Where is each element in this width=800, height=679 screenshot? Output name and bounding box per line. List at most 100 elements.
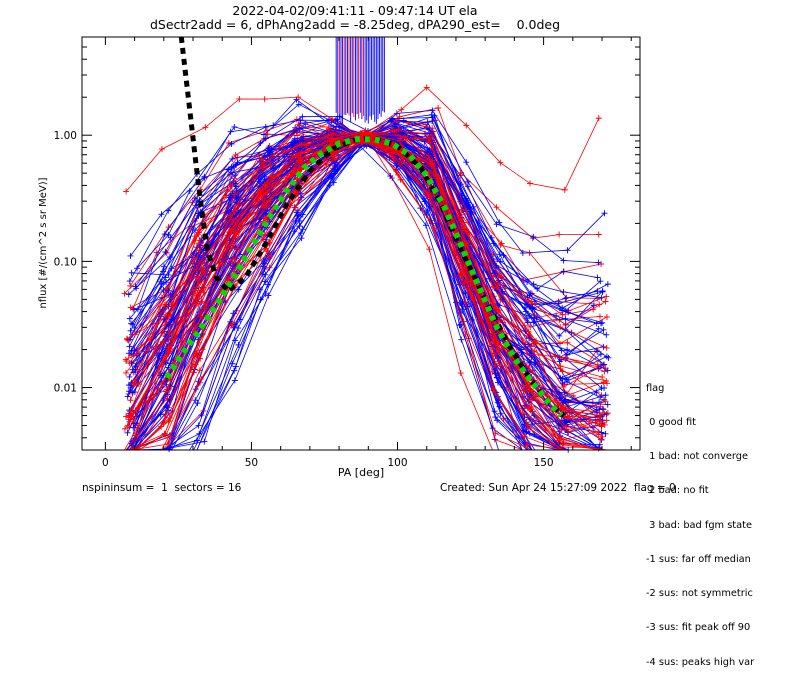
red-series-point <box>123 335 130 342</box>
red-series-point <box>168 301 175 308</box>
series-layer <box>121 37 612 453</box>
blue-series-point <box>424 119 431 126</box>
blue-series-point <box>422 222 429 229</box>
red-series-point <box>498 240 505 247</box>
blue-series-point <box>162 248 169 255</box>
red-series-point <box>527 180 534 187</box>
red-series-point <box>162 353 169 360</box>
red-series-point <box>158 146 165 153</box>
red-series-point <box>130 419 137 426</box>
blue-series-point <box>555 300 562 307</box>
blue-series-point <box>601 384 608 391</box>
red-series-point <box>323 161 330 168</box>
red-series-point <box>227 181 234 188</box>
blue-series-point <box>519 250 526 257</box>
blue-series-point <box>297 190 304 197</box>
red-series-point <box>462 299 469 306</box>
red-series-point <box>463 207 470 214</box>
blue-series-point <box>163 279 170 286</box>
blue-series-point <box>161 231 168 238</box>
blue-series-point <box>259 271 266 278</box>
blue-series-point <box>329 175 336 182</box>
red-series-point <box>490 386 497 393</box>
blue-series-point <box>228 169 235 176</box>
red-series-point <box>461 225 468 232</box>
red-series-point <box>127 397 134 404</box>
red-series-point <box>596 412 603 419</box>
blue-series-point <box>595 325 602 332</box>
legend: flag 0 good fit 1 bad: not converge 2 ba… <box>646 360 754 679</box>
y-tick-label: 0.01 <box>54 383 77 395</box>
red-series-point <box>595 231 602 238</box>
blue-series-point <box>523 315 530 322</box>
red-series-point <box>602 298 609 305</box>
blue-series-point <box>597 278 604 285</box>
blue-series-point <box>128 320 135 327</box>
blue-series-point <box>299 226 306 233</box>
blue-series-point <box>195 422 202 429</box>
red-series-point <box>224 187 231 194</box>
red-series-point <box>295 121 302 128</box>
blue-series-point <box>494 256 501 263</box>
blue-series-point <box>386 154 393 161</box>
legend-item: 3 bad: bad fgm state <box>646 519 753 531</box>
blue-series-point <box>595 259 602 266</box>
red-series-point <box>493 338 500 345</box>
red-series-point <box>161 430 168 437</box>
blue-series-point <box>557 421 564 428</box>
blue-series-point <box>270 122 277 129</box>
red-series-point <box>431 225 438 232</box>
red-series-point <box>494 280 501 287</box>
blue-series-point <box>262 290 269 297</box>
blue-series-point <box>464 178 471 185</box>
red-series-point <box>603 293 610 300</box>
blue-series-point <box>603 353 610 360</box>
red-series-point <box>123 188 130 195</box>
red-series-point <box>565 428 572 435</box>
blue-series-point <box>164 404 171 411</box>
legend-item: -3 sus: fit peak off 90 <box>646 622 751 634</box>
blue-series-point <box>235 286 242 293</box>
red-series-point <box>603 377 610 384</box>
red-series-point <box>165 418 172 425</box>
red-series-point <box>599 374 606 381</box>
red-series-point <box>402 133 409 140</box>
red-series-point <box>225 140 232 147</box>
red-series-point <box>603 344 610 351</box>
blue-series-point <box>193 437 200 444</box>
blue-series-point <box>132 369 139 376</box>
blue-series-point <box>590 424 597 431</box>
blue-series-point <box>131 347 138 354</box>
blue-series-point <box>529 305 536 312</box>
red-series-point <box>324 137 331 144</box>
blue-series-point <box>530 233 537 240</box>
red-series-point <box>494 284 501 291</box>
red-series-point <box>460 268 467 275</box>
legend-item: 2 bad: no fit <box>646 485 709 497</box>
blue-series-point <box>260 131 267 138</box>
red-series-point <box>393 168 400 175</box>
red-series-point <box>260 236 267 243</box>
blue-series-point <box>526 341 533 348</box>
red-series-point <box>463 241 470 248</box>
blue-series-point <box>127 327 134 334</box>
blue-series-point <box>500 252 507 259</box>
blue-series-point <box>518 349 525 356</box>
x-axis-label: PA [deg] <box>338 466 384 479</box>
red-series-point <box>497 159 504 166</box>
blue-series-point <box>229 360 236 367</box>
blue-series-point <box>195 253 202 260</box>
red-series-point <box>492 430 499 437</box>
red-series-point <box>231 175 238 182</box>
blue-series-point <box>491 408 498 415</box>
blue-series-point <box>534 285 541 292</box>
blue-series-point <box>126 407 133 414</box>
blue-series-point <box>299 113 306 120</box>
blue-series-point <box>489 425 496 432</box>
blue-series-point <box>458 336 465 343</box>
red-series-point <box>564 414 571 421</box>
x-tick-label: 100 <box>387 457 407 469</box>
red-series-point <box>429 125 436 132</box>
blue-series-point <box>293 209 300 216</box>
red-series-point <box>193 274 200 281</box>
